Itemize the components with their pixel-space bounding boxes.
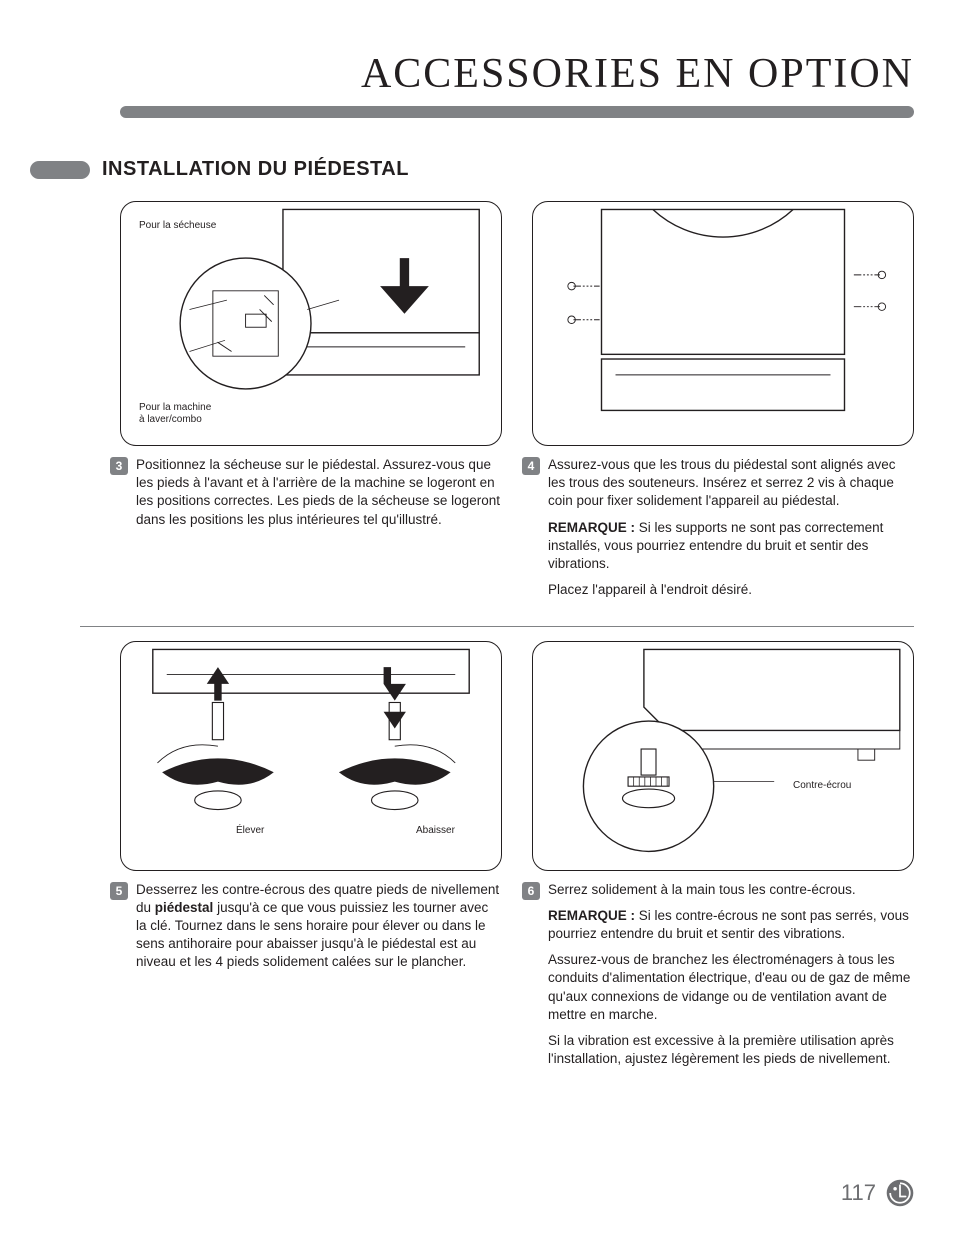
fig5-label-lower: Abaisser (416, 825, 455, 836)
step-4-p2: REMARQUE : Si les supports ne sont pas c… (548, 519, 914, 574)
col-step-5: Élever Abaisser 5 Desserrez les contre-é… (120, 641, 502, 1077)
footer: 117 (841, 1179, 914, 1207)
step-3-p1: Positionnez la sécheuse sur le piédestal… (136, 456, 502, 529)
step-4-p3: Placez l'appareil à l'endroit désiré. (548, 581, 914, 599)
figure-3: Pour la sécheuse Pour la machine à laver… (120, 201, 502, 446)
figure-4 (532, 201, 914, 446)
step-6-text: Serrez solidement à la main tous les con… (548, 881, 914, 1077)
figure-5: Élever Abaisser (120, 641, 502, 871)
step-6-p1: Serrez solidement à la main tous les con… (548, 881, 914, 899)
lg-logo-icon (886, 1179, 914, 1207)
row-2: Élever Abaisser 5 Desserrez les contre-é… (40, 641, 914, 1077)
row-1: Pour la sécheuse Pour la machine à laver… (40, 201, 914, 608)
step-5-text: Desserrez les contre-écrous des quatre p… (136, 881, 502, 980)
step-5: 5 Desserrez les contre-écrous des quatre… (120, 881, 502, 980)
step-6-p4: Si la vibration est excessive à la premi… (548, 1032, 914, 1068)
col-step-3: Pour la sécheuse Pour la machine à laver… (120, 201, 502, 608)
step-4-text: Assurez-vous que les trous du piédestal … (548, 456, 914, 608)
figure-4-svg (533, 202, 913, 445)
fig3-label-washer-l1: Pour la machine (139, 402, 211, 413)
step-4: 4 Assurez-vous que les trous du piédesta… (532, 456, 914, 608)
step-6-p3: Assurez-vous de branchez les électroména… (548, 951, 914, 1024)
section-header: INSTALLATION DU PIÉDESTAL (30, 158, 914, 181)
figure-6-svg (533, 642, 913, 870)
section-title: INSTALLATION DU PIÉDESTAL (102, 158, 409, 181)
step-5-p1: Desserrez les contre-écrous des quatre p… (136, 881, 502, 972)
step-5-num: 5 (110, 882, 128, 900)
step-6-p2: REMARQUE : Si les contre-écrous ne sont … (548, 907, 914, 943)
step-6-num: 6 (522, 882, 540, 900)
step-6-p2-label: REMARQUE : (548, 908, 635, 923)
figure-6: Contre-écrou (532, 641, 914, 871)
section-bullet (30, 161, 90, 179)
col-step-6: Contre-écrou 6 Serrez solidement à la ma… (532, 641, 914, 1077)
page-title: ACCESSORIES EN OPTION (40, 50, 914, 98)
step-6: 6 Serrez solidement à la main tous les c… (532, 881, 914, 1077)
title-bar (120, 106, 914, 118)
step-3-num: 3 (110, 457, 128, 475)
step-4-p2-label: REMARQUE : (548, 520, 635, 535)
step-4-p1: Assurez-vous que les trous du piédestal … (548, 456, 914, 511)
step-5-p1-bold: piédestal (155, 900, 214, 915)
fig3-label-dryer: Pour la sécheuse (139, 220, 216, 231)
fig3-label-washer-l2: à laver/combo (139, 414, 202, 425)
fig6-label-locknut: Contre-écrou (793, 780, 851, 791)
divider (80, 626, 914, 627)
page-number: 117 (841, 1180, 876, 1206)
step-3-text: Positionnez la sécheuse sur le piédestal… (136, 456, 502, 537)
fig5-label-raise: Élever (236, 825, 264, 836)
step-4-num: 4 (522, 457, 540, 475)
col-step-4: 4 Assurez-vous que les trous du piédesta… (532, 201, 914, 608)
step-3: 3 Positionnez la sécheuse sur le piédest… (120, 456, 502, 537)
